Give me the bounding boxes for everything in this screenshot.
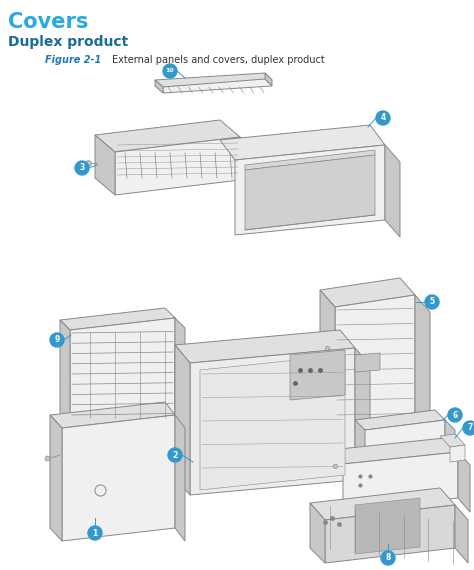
Circle shape [376, 111, 390, 125]
Polygon shape [62, 415, 175, 541]
Polygon shape [450, 445, 465, 462]
Circle shape [75, 161, 89, 175]
Text: Covers: Covers [8, 12, 88, 32]
Polygon shape [115, 137, 240, 195]
Circle shape [88, 526, 102, 540]
Polygon shape [245, 155, 375, 230]
Polygon shape [50, 402, 175, 428]
Text: 5: 5 [429, 298, 435, 307]
Polygon shape [60, 320, 70, 432]
Circle shape [163, 64, 177, 78]
Polygon shape [175, 345, 190, 495]
Polygon shape [200, 355, 345, 490]
Polygon shape [310, 503, 325, 563]
Polygon shape [95, 120, 240, 152]
Polygon shape [290, 350, 345, 400]
Polygon shape [155, 73, 272, 87]
Text: 9: 9 [55, 336, 60, 344]
Polygon shape [245, 150, 375, 170]
Text: External panels and covers, duplex product: External panels and covers, duplex produ… [112, 55, 325, 65]
Text: Duplex product: Duplex product [8, 35, 128, 49]
Polygon shape [335, 295, 415, 432]
Polygon shape [155, 80, 163, 93]
Polygon shape [330, 438, 458, 464]
Polygon shape [60, 308, 175, 330]
Polygon shape [458, 452, 470, 512]
Polygon shape [440, 434, 465, 447]
Text: Figure 2-1: Figure 2-1 [45, 55, 101, 65]
Text: 3: 3 [79, 164, 85, 173]
Polygon shape [365, 420, 445, 478]
Polygon shape [70, 318, 175, 432]
Polygon shape [175, 415, 185, 541]
Polygon shape [415, 295, 430, 437]
Circle shape [168, 448, 182, 462]
Circle shape [381, 551, 395, 565]
Polygon shape [355, 353, 380, 372]
Polygon shape [240, 137, 260, 197]
Polygon shape [175, 330, 355, 363]
Polygon shape [95, 135, 115, 195]
Polygon shape [343, 452, 458, 510]
Circle shape [463, 421, 474, 435]
Polygon shape [355, 348, 370, 497]
Text: 10: 10 [166, 68, 174, 74]
Circle shape [448, 408, 462, 422]
Polygon shape [190, 348, 355, 495]
Text: 7: 7 [467, 424, 473, 433]
Polygon shape [445, 420, 455, 478]
Circle shape [50, 333, 64, 347]
Polygon shape [385, 145, 400, 237]
Polygon shape [320, 278, 415, 307]
Text: 4: 4 [380, 113, 386, 123]
Polygon shape [50, 415, 62, 541]
Circle shape [425, 295, 439, 309]
Polygon shape [320, 290, 335, 432]
Polygon shape [355, 498, 420, 554]
Polygon shape [265, 73, 272, 86]
Polygon shape [355, 410, 445, 430]
Polygon shape [220, 125, 385, 160]
Text: 2: 2 [173, 450, 178, 459]
Polygon shape [163, 79, 272, 93]
Polygon shape [325, 505, 455, 563]
Polygon shape [310, 488, 455, 520]
Polygon shape [175, 318, 185, 430]
Text: 6: 6 [452, 410, 457, 420]
Text: 1: 1 [92, 528, 98, 538]
Polygon shape [235, 145, 385, 235]
Polygon shape [455, 505, 468, 563]
Text: 8: 8 [385, 553, 391, 563]
